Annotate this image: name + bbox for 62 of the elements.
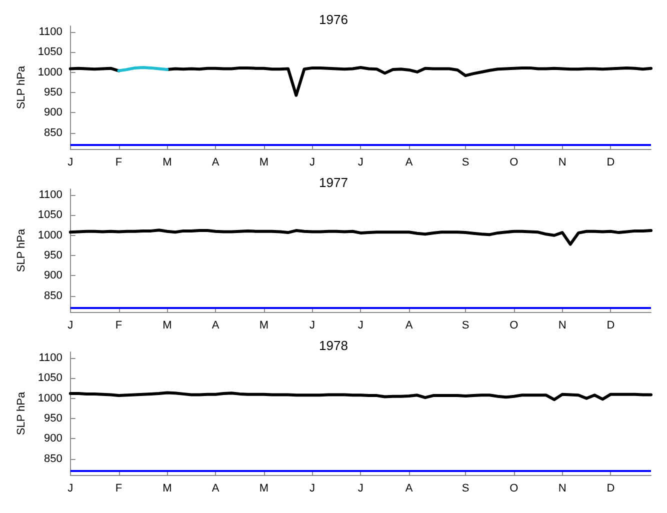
y-tick-label: 1100 (38, 352, 62, 364)
y-axis-title: SLP hPa (16, 228, 28, 272)
x-tick-label: D (606, 482, 615, 494)
y-tick-label: 900 (44, 106, 62, 119)
y-tick-label: 1050 (38, 46, 62, 58)
x-tick-label: J (310, 482, 316, 494)
y-tick-label: 850 (44, 126, 62, 139)
y-tick-label: 950 (44, 250, 62, 262)
x-tick-label: J (68, 156, 74, 168)
y-tick-label: 900 (44, 270, 62, 282)
x-tick-label: D (606, 320, 615, 332)
y-tick-label: 1000 (38, 66, 62, 78)
y-tick-label: 1050 (38, 372, 62, 384)
x-tick-label: S (462, 482, 470, 494)
x-tick-label: M (162, 156, 172, 168)
chart-title: 1977 (319, 175, 348, 190)
y-tick-label: 1000 (38, 229, 62, 242)
x-tick-label: M (162, 482, 172, 494)
x-tick-label: J (358, 320, 364, 332)
x-tick-label: N (558, 156, 566, 168)
chart-title: 1976 (319, 12, 348, 27)
x-tick-label: O (510, 156, 519, 168)
x-tick-label: F (115, 156, 122, 168)
y-tick-label: 1050 (38, 209, 62, 222)
y-tick-label: 950 (44, 412, 62, 425)
x-tick-label: M (259, 156, 268, 168)
x-tick-label: J (310, 156, 316, 168)
y-axis-title: SLP hPa (16, 391, 28, 436)
x-tick-label: N (558, 320, 566, 332)
x-tick-label: A (212, 320, 220, 332)
chart-title: 1978 (319, 338, 348, 353)
y-tick-label: 1100 (38, 26, 62, 38)
y-tick-label: 1000 (38, 392, 62, 404)
x-tick-label: J (68, 320, 74, 332)
y-tick-label: 850 (44, 290, 62, 302)
line-series (68, 228, 652, 246)
y-tick-label: 850 (44, 452, 62, 465)
y-axis-title: SLP hPa (16, 65, 28, 110)
x-tick-label: F (115, 320, 122, 332)
line-series (68, 391, 652, 402)
x-tick-label: A (405, 156, 414, 168)
x-tick-label: S (462, 320, 470, 332)
x-tick-label: M (162, 320, 172, 332)
x-tick-label: A (405, 320, 414, 332)
x-tick-label: N (558, 482, 566, 494)
x-tick-label: J (68, 482, 74, 494)
x-tick-label: S (462, 156, 470, 168)
x-tick-label: A (405, 482, 414, 494)
y-tick-label: 950 (44, 86, 62, 99)
x-tick-label: D (606, 156, 615, 168)
x-tick-label: F (115, 482, 122, 494)
x-tick-label: A (212, 156, 220, 168)
x-tick-label: J (358, 482, 364, 494)
y-tick-label: 1100 (38, 189, 62, 202)
x-tick-label: O (510, 482, 519, 494)
x-tick-label: M (259, 482, 268, 494)
x-tick-label: M (259, 320, 268, 332)
x-tick-label: A (212, 482, 220, 494)
x-tick-label: O (510, 320, 519, 332)
y-tick-label: 900 (44, 432, 62, 445)
x-tick-label: J (358, 156, 364, 168)
x-tick-label: J (310, 320, 316, 332)
